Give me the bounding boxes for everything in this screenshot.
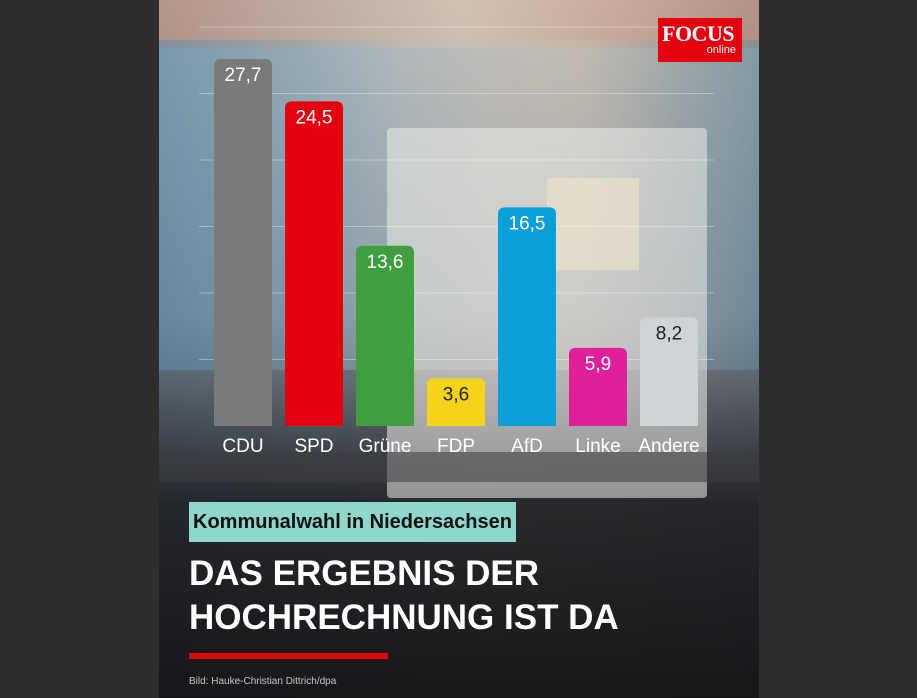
red-accent-rule: [189, 653, 388, 659]
photo-credit: Bild: Hauke-Christian Dittrich/dpa: [189, 676, 337, 687]
logo-brand-text: FOCUS: [662, 21, 735, 46]
headline-line-1: DAS ERGEBNIS DER: [189, 554, 540, 593]
category-label-cdu: CDU: [222, 436, 263, 457]
background-sign: [547, 178, 639, 270]
subtitle-banner: Kommunalwahl in Niedersachsen: [189, 502, 516, 542]
bar-cdu: [214, 59, 272, 426]
category-label-afd: AfD: [511, 436, 543, 457]
headline: DAS ERGEBNIS DER HOCHRECHNUNG IST DA: [189, 552, 749, 640]
category-label-spd: SPD: [294, 436, 333, 457]
headline-line-2: HOCHRECHNUNG IST DA: [189, 598, 619, 637]
value-label-cdu: 27,7: [225, 65, 262, 86]
grid-lines: [199, 26, 714, 360]
bar-linke: [569, 347, 627, 426]
logo-sub-text: online: [706, 44, 736, 56]
value-labels: 27,7 24,5 13,6 3,6 16,5 5,9 8,2: [225, 65, 683, 405]
bar-chart: 27,7 24,5 13,6 3,6 16,5 5,9 8,2 CDU SPD Grüne FDP…: [199, 26, 714, 457]
bar-grüne: [356, 245, 414, 426]
category-label-fdp: FDP: [437, 436, 475, 457]
focus-online-logo: FOCUS online: [658, 18, 742, 62]
value-label-linke: 5,9: [585, 354, 611, 375]
infographic-card: 27,7 24,5 13,6 3,6 16,5 5,9 8,2 CDU SPD Grüne FDP…: [159, 0, 759, 698]
category-label-linke: Linke: [575, 436, 620, 457]
bar-andere: [640, 317, 698, 426]
bar-afd: [498, 207, 556, 426]
bar-spd: [285, 101, 343, 427]
category-labels: CDU SPD Grüne FDP AfD Linke Andere: [222, 436, 699, 457]
value-label-andere: 8,2: [656, 323, 682, 344]
category-label-grüne: Grüne: [359, 436, 412, 457]
bar-fdp: [427, 378, 485, 426]
value-label-afd: 16,5: [509, 213, 546, 234]
category-label-andere: Andere: [638, 436, 699, 457]
value-label-spd: 24,5: [296, 107, 333, 128]
value-label-fdp: 3,6: [443, 384, 469, 405]
background-table: [159, 452, 759, 482]
bars: [214, 59, 698, 427]
value-label-grüne: 13,6: [367, 252, 404, 273]
